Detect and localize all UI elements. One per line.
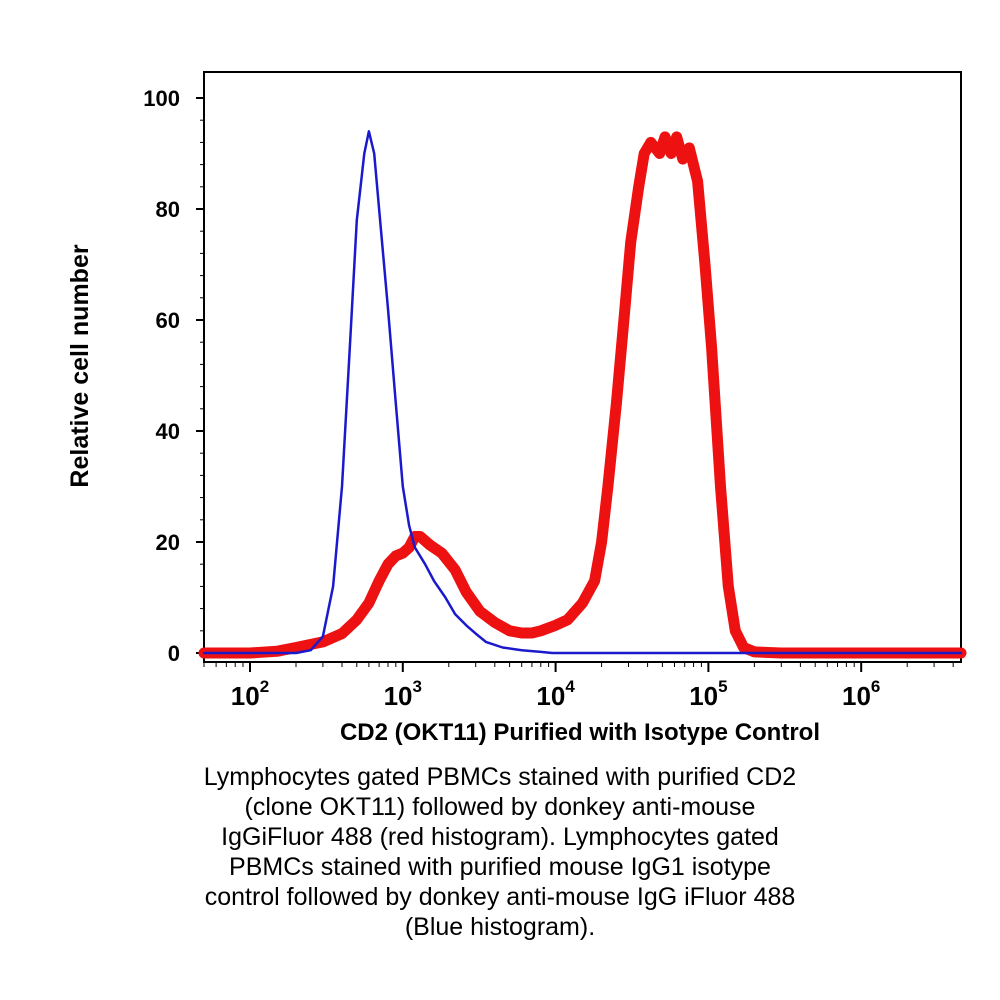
- caption-line: control followed by donkey anti-mouse Ig…: [204, 883, 796, 911]
- x-tick-base: 10: [231, 681, 260, 711]
- series-blue-histogram: [202, 130, 963, 655]
- caption-line: IgGiFluor 488 (red histogram). Lymphocyt…: [221, 823, 779, 851]
- x-tick-base: 10: [384, 681, 413, 711]
- figure-caption: Lymphocytes gated PBMCs stained with pur…: [40, 762, 960, 942]
- x-tick-exponent: 2: [260, 677, 269, 696]
- x-axis: 102 103 104 105 106: [203, 662, 954, 711]
- y-tick-label: 0: [168, 641, 180, 666]
- x-tick-label: 106: [842, 677, 880, 711]
- x-tick-label: 103: [384, 677, 422, 711]
- series-red-histogram: [198, 131, 967, 659]
- y-tick-label: 60: [156, 308, 180, 333]
- y-tick-label: 100: [143, 86, 180, 111]
- y-tick-label: 80: [156, 197, 180, 222]
- x-axis-label: CD2 (OKT11) Purified with Isotype Contro…: [340, 719, 820, 746]
- y-axis: 0 20 40 60 80 100: [143, 86, 204, 666]
- x-tick-exponent: 5: [718, 677, 727, 696]
- x-tick-label: 102: [231, 677, 269, 711]
- caption-line: PBMCs stained with purified mouse IgG1 i…: [229, 853, 771, 881]
- x-tick-base: 10: [842, 681, 871, 711]
- x-tick-exponent: 3: [413, 677, 422, 696]
- x-tick-exponent: 4: [565, 677, 575, 696]
- y-tick-label: 20: [156, 530, 180, 555]
- x-tick-base: 10: [536, 681, 565, 711]
- series-layer: [198, 130, 967, 659]
- plot-frame: [203, 71, 962, 663]
- caption-line: Lymphocytes gated PBMCs stained with pur…: [203, 763, 797, 791]
- x-tick-exponent: 6: [871, 677, 880, 696]
- caption-line: (clone OKT11) followed by donkey anti-mo…: [244, 793, 756, 821]
- x-tick-base: 10: [689, 681, 718, 711]
- x-tick-label: 104: [536, 677, 575, 711]
- y-axis-label: Relative cell number: [66, 244, 94, 487]
- y-tick-label: 40: [156, 419, 180, 444]
- caption-line: (Blue histogram).: [404, 913, 596, 941]
- x-tick-label: 105: [689, 677, 727, 711]
